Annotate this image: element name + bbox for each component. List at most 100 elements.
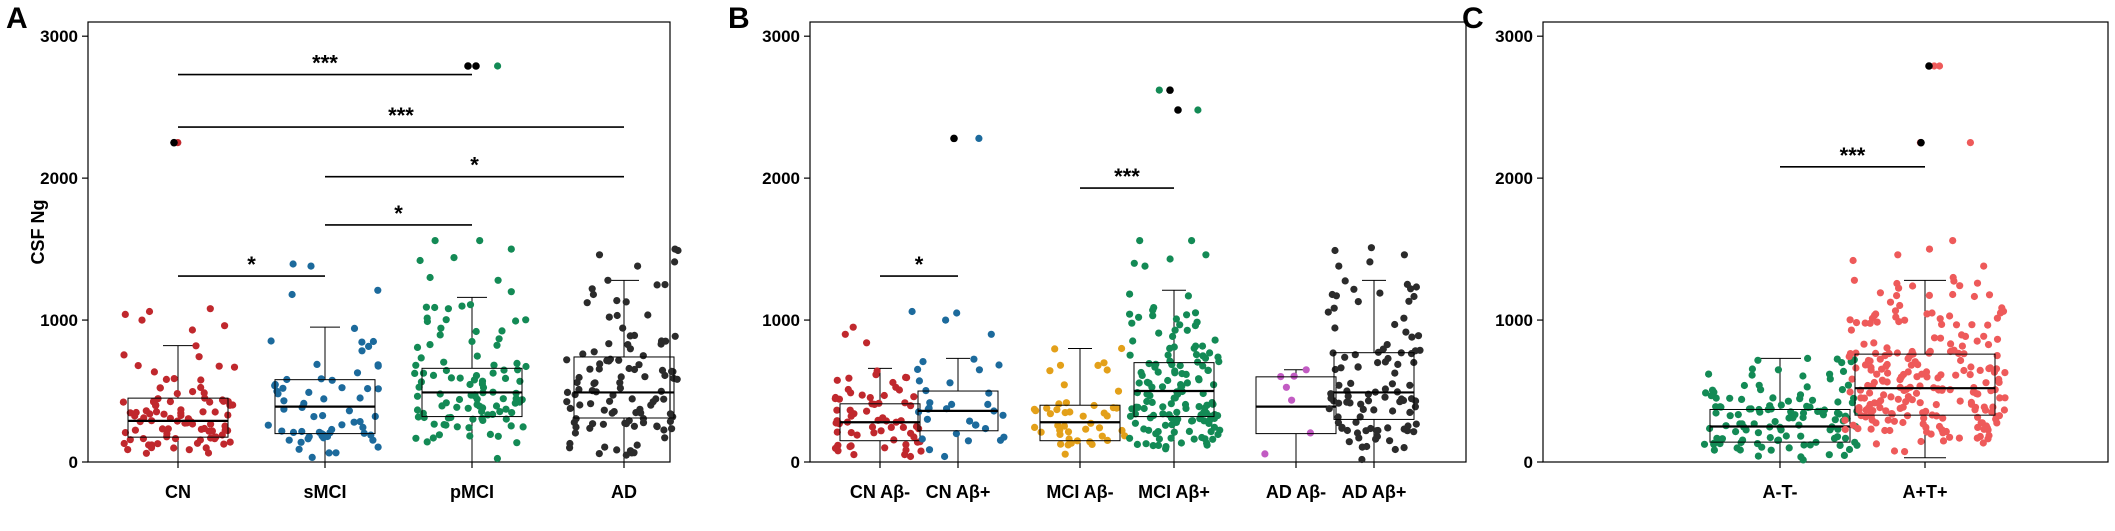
data-point xyxy=(653,423,661,431)
data-point xyxy=(1126,290,1134,298)
data-point xyxy=(289,260,297,268)
data-point xyxy=(1126,351,1134,359)
data-point xyxy=(1980,262,1988,270)
x-tick-label: A+T+ xyxy=(1902,482,1947,502)
data-point xyxy=(120,351,128,359)
data-point xyxy=(1128,319,1136,327)
data-point xyxy=(1872,349,1880,357)
data-point xyxy=(1803,383,1811,391)
data-point xyxy=(1204,366,1212,374)
data-point xyxy=(1176,362,1184,370)
data-point xyxy=(119,398,127,406)
data-point xyxy=(590,348,598,356)
data-point xyxy=(1904,355,1912,363)
data-point xyxy=(1201,435,1209,443)
data-point xyxy=(868,423,877,431)
data-point xyxy=(1282,383,1290,391)
data-point xyxy=(1095,424,1104,432)
data-point xyxy=(419,369,428,377)
data-point xyxy=(1976,432,1984,441)
data-point xyxy=(1867,425,1875,433)
data-point xyxy=(1164,351,1172,359)
data-point xyxy=(1839,367,1848,375)
data-point xyxy=(1866,389,1874,397)
data-point xyxy=(579,350,587,358)
data-point xyxy=(413,392,422,400)
group-MCI-A- xyxy=(1126,86,1224,463)
data-point xyxy=(1329,349,1337,357)
data-point xyxy=(1995,378,2003,386)
data-point xyxy=(1183,311,1191,319)
data-point xyxy=(1936,315,1944,323)
data-point xyxy=(833,376,841,384)
data-point xyxy=(671,332,679,340)
data-point xyxy=(1876,289,1884,297)
data-point xyxy=(853,431,861,439)
data-point xyxy=(1341,353,1349,361)
data-point xyxy=(120,439,128,448)
data-point xyxy=(630,449,638,457)
data-point xyxy=(1162,445,1170,453)
data-point xyxy=(1155,329,1163,337)
data-point xyxy=(1046,367,1054,375)
data-point xyxy=(1167,434,1175,442)
data-point xyxy=(1358,455,1366,464)
data-point xyxy=(1939,414,1947,422)
data-point xyxy=(1154,441,1163,449)
data-point xyxy=(605,313,613,321)
data-point xyxy=(456,374,464,382)
data-point xyxy=(442,399,450,407)
data-point xyxy=(1847,326,1855,334)
data-point xyxy=(429,434,437,442)
data-point xyxy=(1855,404,1863,412)
data-point xyxy=(657,387,665,395)
data-point xyxy=(660,395,668,403)
data-point xyxy=(1064,428,1073,436)
x-tick-label: MCI Aβ- xyxy=(1046,482,1113,502)
data-point xyxy=(595,450,603,458)
data-point xyxy=(1191,322,1199,330)
data-point xyxy=(1196,415,1204,423)
data-point xyxy=(1710,446,1718,454)
data-point xyxy=(1993,314,2001,322)
data-point xyxy=(1919,409,1927,417)
data-point xyxy=(1950,346,1958,354)
data-point xyxy=(193,439,202,447)
data-point xyxy=(1878,365,1886,373)
data-point xyxy=(359,423,367,431)
data-point xyxy=(513,359,521,367)
data-point xyxy=(170,444,178,452)
y-tick-label: 2000 xyxy=(762,169,800,188)
data-point xyxy=(870,400,879,408)
significance-label: * xyxy=(394,201,403,226)
data-point xyxy=(423,314,431,322)
data-point xyxy=(412,361,420,369)
data-point xyxy=(507,245,515,253)
data-point xyxy=(952,430,961,438)
data-point xyxy=(207,420,215,428)
data-point xyxy=(1170,343,1178,351)
data-point xyxy=(289,428,298,436)
data-point xyxy=(465,424,473,432)
group-pMCI xyxy=(411,62,530,463)
data-point xyxy=(1917,437,1925,446)
data-point xyxy=(587,400,595,408)
data-point xyxy=(328,376,336,384)
data-point xyxy=(1909,282,1917,290)
data-point xyxy=(1195,403,1203,411)
data-point xyxy=(154,395,162,403)
data-point xyxy=(1867,363,1875,371)
data-point xyxy=(1754,429,1762,437)
data-point xyxy=(1414,332,1423,340)
data-point xyxy=(1769,394,1777,402)
data-point xyxy=(605,340,613,348)
data-point xyxy=(1899,418,1907,427)
data-point xyxy=(435,431,443,439)
data-point xyxy=(442,421,450,429)
data-point xyxy=(1343,398,1351,406)
data-point xyxy=(423,438,431,446)
data-point xyxy=(1149,312,1157,320)
data-point xyxy=(600,406,608,414)
data-point xyxy=(1200,409,1208,417)
data-point xyxy=(295,445,303,453)
